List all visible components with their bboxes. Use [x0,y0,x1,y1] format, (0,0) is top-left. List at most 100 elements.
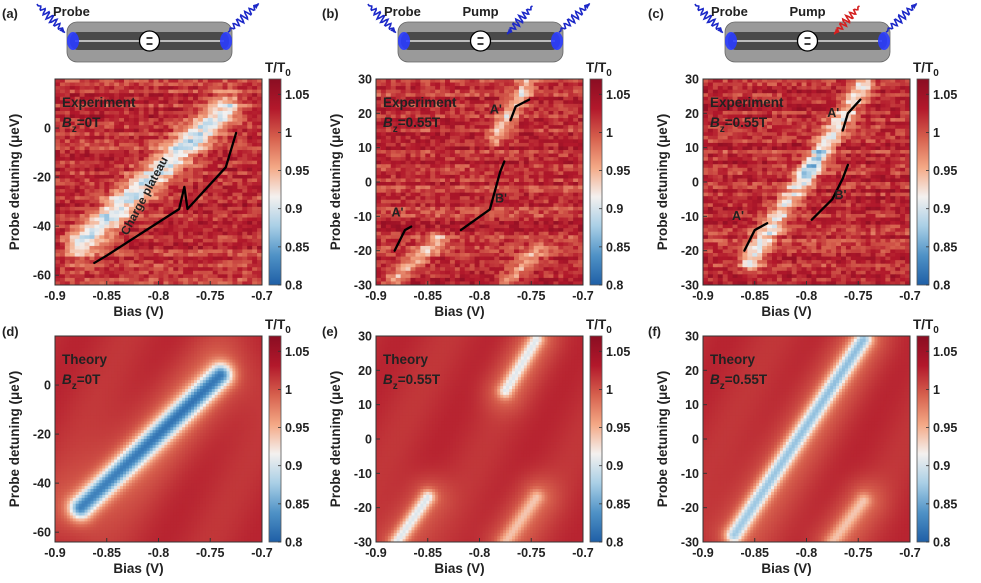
y-tick-label: -10 [354,467,372,481]
y-tick-label: 10 [358,398,372,412]
panel-letter: (f) [648,324,661,339]
colorbar-tick-label: 0.8 [606,279,623,293]
x-tick-label: -0.8 [469,546,491,560]
panel-letter: (c) [648,6,664,21]
y-tick-label: 20 [685,107,699,121]
quantum-dot [796,30,819,52]
beam-label: Pump [463,4,499,19]
y-tick-label: 0 [365,176,372,190]
colorbar-tick-label: 0.9 [933,459,950,473]
probe-out-wave-arrowhead [583,3,590,9]
colorbar-tick-label: 0.9 [606,459,623,473]
beam-label: Pump [790,4,826,19]
device-cartoon: Probe [36,2,260,63]
y-tick-label: -20 [354,501,372,515]
colorbar-tick-label: 0.95 [933,421,957,435]
x-tick-label: -0.85 [414,546,443,560]
x-tick-label: -0.85 [414,289,443,303]
field-label: Bz=0.55T [383,372,441,392]
panel-b: -0.9 -0.85 -0.8 -0.75 -0.7 -30 -20 -10 0 10 20 30 Bi… [322,2,630,319]
x-axis-label: Bias (V) [761,561,811,576]
colorbar-tick-label: 0.85 [606,497,630,511]
y-axis-label: Probe detuning (μeV) [655,371,670,508]
colorbar-tick-label: 0.8 [285,279,302,293]
x-tick-label: -0.7 [899,289,921,303]
probe-in-wave-arrowhead [717,27,723,33]
colorbar-title: T/T0 [586,317,612,336]
colorbar-scale [589,335,603,543]
colorbar-scale [589,78,603,286]
colorbar-tick-label: 1.05 [606,88,630,102]
pump-wave [506,5,533,35]
probe-in-wave [367,3,397,34]
y-tick-label: -30 [681,279,699,293]
panel-a: -0.9 -0.85 -0.8 -0.75 -0.7 -60 -40 -20 0 Bias (V)… [2,2,309,319]
colorbar-title: T/T0 [913,317,939,336]
x-tick-label: -0.75 [844,546,873,560]
annotation-label: B' [834,188,846,202]
field-label: Bz=0.55T [710,115,768,135]
colorbar-tick-label: 0.9 [933,202,950,216]
colorbar-scale [916,78,930,286]
pump-wave [833,5,860,35]
y-tick-label: 0 [692,176,699,190]
panel-letter: (b) [322,6,339,21]
beam-label: Probe [384,4,421,19]
y-tick-label: -20 [681,501,699,515]
field-label: Bz=0.55T [710,372,768,392]
heatmap-d [55,336,262,542]
colorbar-tick-label: 1.05 [933,345,957,359]
colorbar: 0.8 0.85 0.9 0.95 1 1.05 T/T0 [586,60,630,293]
annotation-brace [841,98,862,132]
colorbar: 0.8 0.85 0.9 0.95 1 1.05 T/T0 [265,60,309,293]
x-tick-label: -0.8 [796,546,818,560]
annotation-label: A' [827,106,839,120]
annotation-label: A' [732,209,744,223]
y-tick-label: -30 [354,279,372,293]
colorbar-title: T/T0 [265,60,291,79]
colorbar-tick-label: 0.8 [933,536,950,550]
y-tick-label: -60 [33,269,51,283]
colorbar-tick-label: 1 [606,126,613,140]
colorbar-tick-label: 1 [933,383,940,397]
heatmap-e [376,336,583,542]
plot-label: Theory [383,352,429,367]
x-tick-label: -0.75 [196,546,225,560]
colorbar-tick-label: 0.8 [285,536,302,550]
x-tick-label: -0.8 [469,289,491,303]
beam-label: Probe [711,4,748,19]
colorbar-tick-label: 1 [285,383,292,397]
colorbar-tick-label: 0.95 [606,164,630,178]
x-tick-label: -0.85 [741,546,770,560]
colorbar-tick-label: 0.85 [933,240,957,254]
x-axis-label: Bias (V) [113,561,163,576]
colorbar-tick-label: 1.05 [933,88,957,102]
annotation-brace [393,225,413,252]
colorbar-tick-label: 1.05 [285,88,309,102]
left-mirror [67,32,79,50]
panel-e: -0.9 -0.85 -0.8 -0.75 -0.7 -30 -20 -10 0 10 20 30 Bi… [322,317,630,576]
y-axis-label: Probe detuning (μeV) [7,114,22,251]
plot-label: Theory [710,352,756,367]
x-axis-label: Bias (V) [113,304,163,319]
x-tick-label: -0.9 [692,289,714,303]
annotation-label: A' [490,102,502,116]
x-tick-label: -0.7 [251,546,273,560]
x-axis-label: Bias (V) [761,304,811,319]
colorbar-tick-label: 0.95 [285,421,309,435]
annotation-brace [743,222,769,252]
right-mirror [220,32,232,50]
pump-wave-arrowhead [834,28,840,35]
annotation-brace [810,163,850,221]
colorbar-tick-label: 0.8 [606,536,623,550]
colorbar: 0.8 0.85 0.9 0.95 1 1.05 T/T0 [265,317,309,550]
x-tick-label: -0.85 [93,289,122,303]
beam-label: Probe [53,4,90,19]
y-axis-label: Probe detuning (μeV) [328,371,343,508]
colorbar-title: T/T0 [586,60,612,79]
x-tick-label: -0.8 [148,289,170,303]
colorbar-scale [268,78,282,286]
x-tick-label: -0.85 [741,289,770,303]
colorbar-tick-label: 0.85 [606,240,630,254]
